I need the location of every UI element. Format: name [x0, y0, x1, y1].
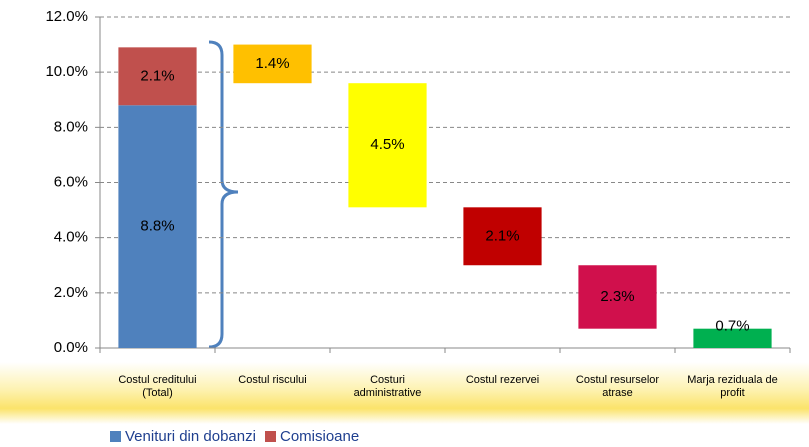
bar: [463, 207, 542, 266]
data-label: 2.3%: [600, 288, 634, 305]
legend-item: Comisioane: [265, 428, 359, 445]
data-label: 0.7%: [715, 318, 749, 335]
data-label: 8.8%: [140, 218, 174, 235]
background-band: [0, 362, 809, 424]
x-tick-label: Costul riscului: [238, 374, 307, 386]
legend-label: Comisioane: [280, 428, 360, 445]
bar-segment: [118, 105, 197, 349]
x-tick-label: Costuri administrative: [353, 374, 422, 399]
y-tick-label: 12.0%: [45, 8, 88, 25]
legend-item: Venituri din dobanzi: [110, 428, 256, 445]
bar-segment: [118, 47, 197, 106]
x-tick-label: Costul resurselor atrase: [575, 374, 660, 399]
x-tick-label: Marja reziduala de profit: [687, 374, 778, 399]
data-label: 4.5%: [370, 136, 404, 153]
y-tick-label: 4.0%: [54, 229, 88, 246]
y-tick-label: 2.0%: [54, 284, 88, 301]
brace: [208, 40, 239, 349]
y-tick-label: 6.0%: [54, 173, 88, 190]
y-tick-label: 10.0%: [45, 63, 88, 80]
legend-swatch: [110, 431, 121, 442]
legend-swatch: [265, 431, 276, 442]
x-tick-label: Costul creditului (Total): [118, 374, 197, 399]
y-tick-label: 0.0%: [54, 339, 88, 356]
legend-label: Venituri din dobanzi: [125, 428, 256, 445]
bar: [233, 44, 312, 84]
data-label: 2.1%: [140, 67, 174, 84]
x-tick-label: Costul rezervei: [465, 374, 540, 386]
bar: [348, 83, 427, 208]
bar: [693, 328, 772, 348]
bar: [578, 265, 657, 329]
data-label: 2.1%: [485, 227, 519, 244]
y-tick-label: 8.0%: [54, 118, 88, 135]
data-label: 1.4%: [255, 55, 289, 72]
